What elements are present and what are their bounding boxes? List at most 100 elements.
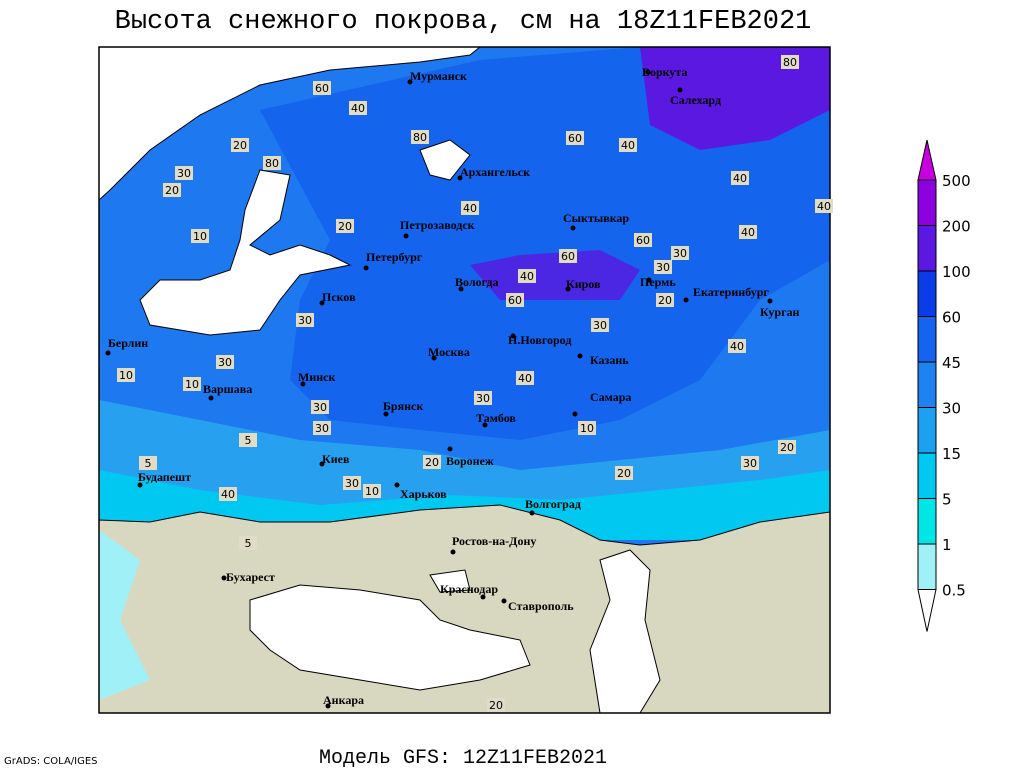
contour-label-box: [778, 440, 796, 454]
contour-label: 10: [193, 230, 207, 243]
city-label: Варшава: [203, 382, 252, 396]
contour-label: 40: [463, 202, 477, 215]
contour-label-box: [781, 55, 799, 69]
colorbar-box: [917, 452, 937, 499]
city-label: Бухарест: [226, 570, 275, 584]
city-dot: [319, 461, 325, 467]
city-label: Петербург: [366, 250, 423, 264]
contour-label-box: [619, 138, 637, 152]
contour-label-box: [139, 456, 157, 470]
contour-label-box: [363, 484, 381, 498]
city-label: Екатеринбург: [693, 285, 769, 299]
contour-label: 20: [165, 184, 179, 197]
snow-moderate: [99, 400, 830, 520]
city-label: Анкара: [323, 693, 364, 707]
city-dot: [221, 575, 227, 581]
contour-label-box: [634, 233, 652, 247]
contour-label-box: [336, 219, 354, 233]
contour-label-box: [239, 536, 257, 550]
contour-label: 40: [621, 139, 635, 152]
city-dot: [565, 286, 571, 292]
contour-label-box: [654, 260, 672, 274]
colorbar-box: [917, 543, 937, 590]
city-label: Самара: [590, 390, 631, 404]
black-sea: [249, 584, 531, 691]
colorbar-label: 30: [942, 400, 961, 418]
city-label: Ростов-на-Дону: [452, 534, 536, 548]
contour-label: 40: [351, 102, 365, 115]
snow-trace: [99, 530, 150, 700]
city-label: Москва: [428, 345, 470, 359]
city-dot: [570, 225, 576, 231]
colorbar-label: 45: [942, 354, 961, 372]
map-title: Высота снежного покрова, см на 18Z11FEB2…: [115, 7, 812, 37]
city-label: Берлин: [108, 336, 148, 350]
city-dot: [529, 510, 535, 516]
city-dot: [208, 395, 214, 401]
contour-label: 20: [658, 294, 672, 307]
city-dot: [480, 594, 486, 600]
contour-label: 40: [520, 270, 534, 283]
contour-label: 10: [365, 485, 379, 498]
contour-label-box: [423, 455, 441, 469]
colorbar-label: 60: [942, 309, 961, 327]
contour-label: 40: [741, 226, 755, 239]
credit: GrADS: COLA/IGES: [4, 756, 98, 767]
contour-label-box: [349, 101, 367, 115]
city-label: Брянск: [383, 399, 423, 413]
city-dot: [450, 549, 456, 555]
contour-label: 5: [245, 537, 252, 550]
city-label: Харьков: [400, 487, 447, 501]
contour-label-box: [263, 156, 281, 170]
city-dot: [683, 297, 689, 303]
city-dot: [458, 286, 464, 292]
contour-label: 30: [345, 477, 359, 490]
contour-label: 10: [119, 369, 133, 382]
contour-label-box: [516, 371, 534, 385]
contour-label: 40: [221, 488, 235, 501]
colorbar-label: 0.5: [942, 582, 966, 600]
contour-label: 30: [593, 319, 607, 332]
colorbar-box: [917, 225, 937, 272]
contour-label: 60: [508, 294, 522, 307]
colorbar-label: 500: [942, 172, 971, 190]
city-label: Будапешт: [138, 470, 191, 484]
city-dot: [510, 333, 516, 339]
city-label: Казань: [590, 353, 629, 367]
white-sea: [419, 139, 471, 181]
contour-label: 60: [636, 234, 650, 247]
contour-label-box: [474, 391, 492, 405]
colorbar-box: [917, 270, 937, 317]
city-label: Минск: [298, 370, 335, 384]
city-dot: [300, 381, 306, 387]
sea: [99, 47, 481, 201]
contour-label-box: [183, 377, 201, 391]
contour-label: 20: [338, 220, 352, 233]
city-dot: [319, 300, 325, 306]
contour-label-box: [311, 400, 329, 414]
contour-label-box: [296, 313, 314, 327]
city-label: Воркута: [642, 65, 687, 79]
colorbar-cap: [917, 139, 937, 181]
contour-label: 60: [561, 250, 575, 263]
city-dot: [646, 277, 652, 283]
contour-label-box: [739, 225, 757, 239]
colorbar-label: 5: [942, 491, 952, 509]
city-dot: [577, 353, 583, 359]
contour-label: 20: [489, 699, 503, 712]
city-label: Вологда: [455, 275, 499, 289]
contour-label-box: [219, 487, 237, 501]
contour-label: 20: [233, 139, 247, 152]
colorbar-box: [917, 498, 937, 545]
contour-label: 80: [413, 131, 427, 144]
map-labels: 6040208030201020406040403030606040806030…: [105, 55, 833, 712]
contour-label: 30: [673, 247, 687, 260]
contour-label-box: [343, 476, 361, 490]
city-label: Пермь: [640, 275, 676, 289]
city-dot: [482, 422, 488, 428]
contour-label: 80: [265, 157, 279, 170]
contour-label-box: [731, 171, 749, 185]
caspian-sea: [589, 549, 661, 713]
city-dot: [447, 446, 453, 452]
